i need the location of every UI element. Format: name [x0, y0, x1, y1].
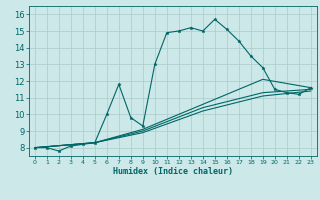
- X-axis label: Humidex (Indice chaleur): Humidex (Indice chaleur): [113, 167, 233, 176]
